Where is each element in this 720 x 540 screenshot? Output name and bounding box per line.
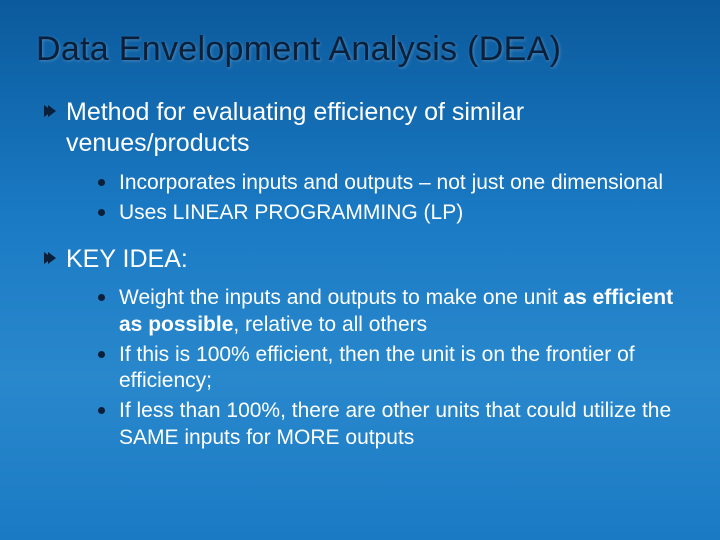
- sub-list: Weight the inputs and outputs to make on…: [98, 285, 684, 451]
- slide-title: Data Envelopment Analysis (DEA): [36, 30, 684, 69]
- sub-bullet-text: If less than 100%, there are other units…: [119, 398, 684, 451]
- dot-icon: [98, 294, 105, 301]
- sub-bullet-item: Incorporates inputs and outputs – not ju…: [98, 170, 684, 196]
- sub-text-prefix: Weight the inputs and outputs to make on…: [119, 286, 563, 309]
- bullet-item: KEY IDEA:: [42, 244, 684, 275]
- dot-icon: [98, 209, 105, 216]
- sub-bullet-text: If this is 100% efficient, then the unit…: [119, 342, 684, 395]
- sub-text-suffix: , relative to all others: [233, 313, 427, 336]
- bullet-text: Method for evaluating efficiency of simi…: [66, 97, 684, 160]
- arrow-icon: [42, 250, 58, 271]
- arrow-icon: [42, 103, 58, 124]
- sub-list: Incorporates inputs and outputs – not ju…: [98, 170, 684, 227]
- dot-icon: [98, 179, 105, 186]
- dot-icon: [98, 407, 105, 414]
- bullet-item: Method for evaluating efficiency of simi…: [42, 97, 684, 160]
- dot-icon: [98, 351, 105, 358]
- sub-bullet-text: Uses LINEAR PROGRAMMING (LP): [119, 200, 463, 226]
- sub-bullet-item: Uses LINEAR PROGRAMMING (LP): [98, 200, 684, 226]
- sub-bullet-item: If this is 100% efficient, then the unit…: [98, 342, 684, 395]
- sub-bullet-item: If less than 100%, there are other units…: [98, 398, 684, 451]
- bullet-text: KEY IDEA:: [66, 244, 188, 275]
- sub-bullet-text: Weight the inputs and outputs to make on…: [119, 285, 684, 338]
- sub-bullet-item: Weight the inputs and outputs to make on…: [98, 285, 684, 338]
- sub-bullet-text: Incorporates inputs and outputs – not ju…: [119, 170, 663, 196]
